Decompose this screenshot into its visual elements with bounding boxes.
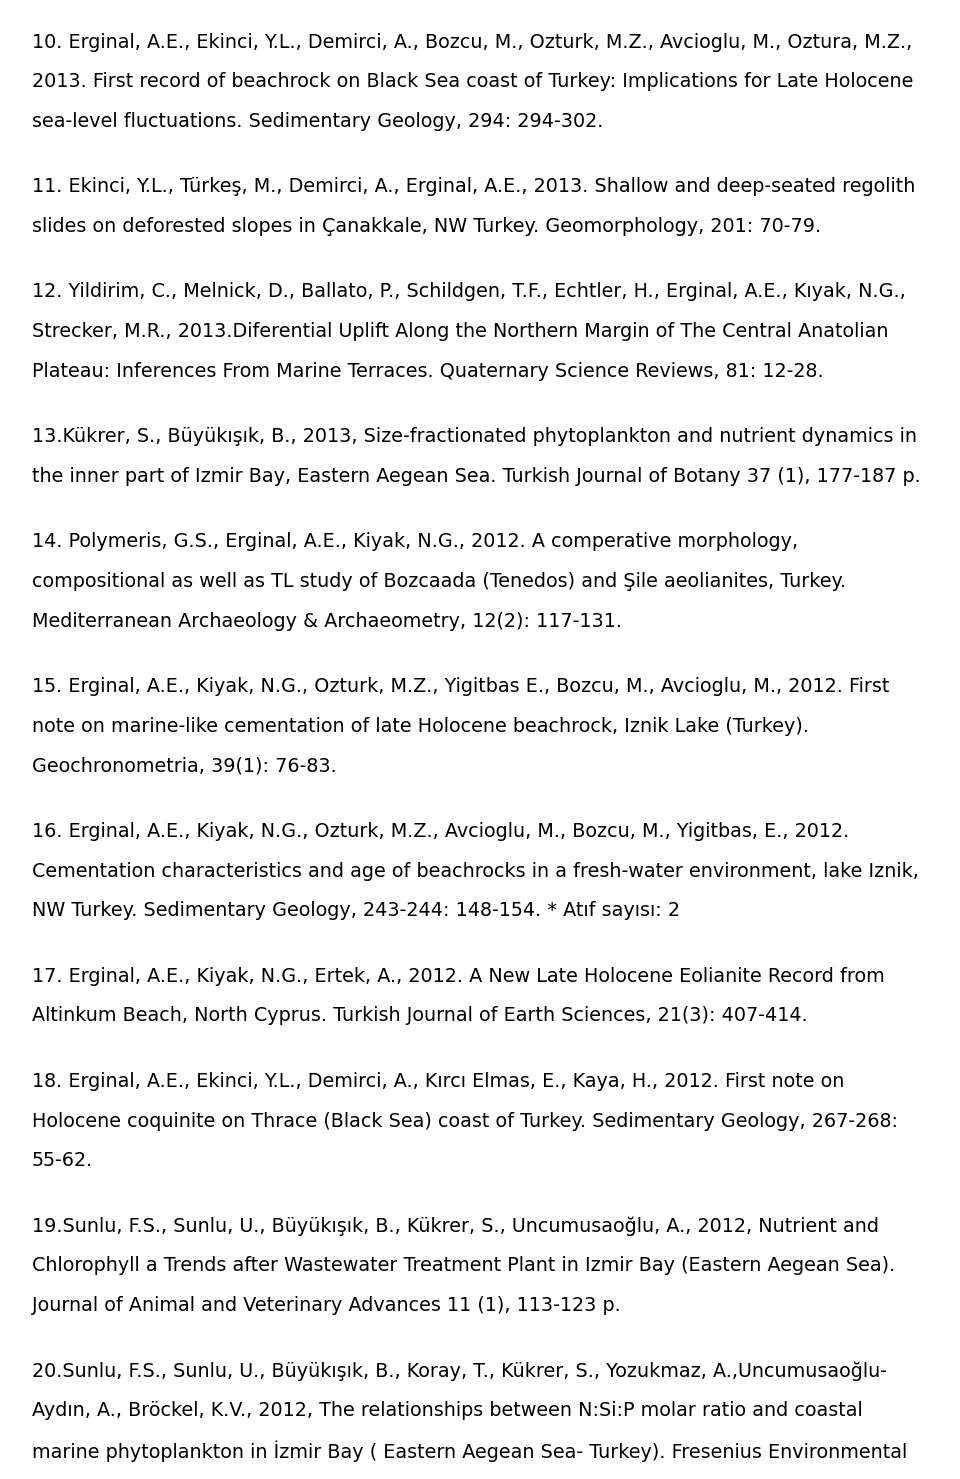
Text: compositional as well as TL study of Bozcaada (Tenedos) and Şile aeolianites, Tu: compositional as well as TL study of Boz…	[32, 572, 846, 592]
Text: Aydın, A., Bröckel, K.V., 2012, The relationships between N:Si:P molar ratio and: Aydın, A., Bröckel, K.V., 2012, The rela…	[32, 1401, 862, 1420]
Text: 17. Erginal, A.E., Kiyak, N.G., Ertek, A., 2012. A New Late Holocene Eolianite R: 17. Erginal, A.E., Kiyak, N.G., Ertek, A…	[32, 967, 884, 986]
Text: 16. Erginal, A.E., Kiyak, N.G., Ozturk, M.Z., Avcioglu, M., Bozcu, M., Yigitbas,: 16. Erginal, A.E., Kiyak, N.G., Ozturk, …	[32, 822, 849, 842]
Text: 55-62.: 55-62.	[32, 1151, 93, 1170]
Text: note on marine-like cementation of late Holocene beachrock, Iznik Lake (Turkey).: note on marine-like cementation of late …	[32, 717, 808, 737]
Text: Geochronometria, 39(1): 76-83.: Geochronometria, 39(1): 76-83.	[32, 757, 336, 775]
Text: 11. Ekinci, Y.L., Türkeş, M., Demirci, A., Erginal, A.E., 2013. Shallow and deep: 11. Ekinci, Y.L., Türkeş, M., Demirci, A…	[32, 177, 915, 197]
Text: 19.Sunlu, F.S., Sunlu, U., Büyükışık, B., Kükrer, S., Uncumusaoğlu, A., 2012, Nu: 19.Sunlu, F.S., Sunlu, U., Büyükışık, B.…	[32, 1217, 878, 1236]
Text: slides on deforested slopes in Çanakkale, NW Turkey. Geomorphology, 201: 70-79.: slides on deforested slopes in Çanakkale…	[32, 217, 821, 237]
Text: 18. Erginal, A.E., Ekinci, Y.L., Demirci, A., Kırcı Elmas, E., Kaya, H., 2012. F: 18. Erginal, A.E., Ekinci, Y.L., Demirci…	[32, 1072, 844, 1092]
Text: sea-level fluctuations. Sedimentary Geology, 294: 294-302.: sea-level fluctuations. Sedimentary Geol…	[32, 112, 603, 130]
Text: 10. Erginal, A.E., Ekinci, Y.L., Demirci, A., Bozcu, M., Ozturk, M.Z., Avcioglu,: 10. Erginal, A.E., Ekinci, Y.L., Demirci…	[32, 33, 912, 52]
Text: Journal of Animal and Veterinary Advances 11 (1), 113-123 p.: Journal of Animal and Veterinary Advance…	[32, 1296, 620, 1315]
Text: 14. Polymeris, G.S., Erginal, A.E., Kiyak, N.G., 2012. A comperative morphology,: 14. Polymeris, G.S., Erginal, A.E., Kiya…	[32, 532, 798, 552]
Text: Holocene coquinite on Thrace (Black Sea) coast of Turkey. Sedimentary Geology, 2: Holocene coquinite on Thrace (Black Sea)…	[32, 1112, 898, 1130]
Text: 20.Sunlu, F.S., Sunlu, U., Büyükışık, B., Koray, T., Kükrer, S., Yozukmaz, A.,Un: 20.Sunlu, F.S., Sunlu, U., Büyükışık, B.…	[32, 1362, 887, 1381]
Text: 12. Yildirim, C., Melnick, D., Ballato, P., Schildgen, T.F., Echtler, H., Ergina: 12. Yildirim, C., Melnick, D., Ballato, …	[32, 282, 905, 302]
Text: 13.Kükrer, S., Büyükışık, B., 2013, Size-fractionated phytoplankton and nutrient: 13.Kükrer, S., Büyükışık, B., 2013, Size…	[32, 427, 917, 447]
Text: Mediterranean Archaeology & Archaeometry, 12(2): 117-131.: Mediterranean Archaeology & Archaeometry…	[32, 612, 622, 630]
Text: NW Turkey. Sedimentary Geology, 243-244: 148-154. * Atıf sayısı: 2: NW Turkey. Sedimentary Geology, 243-244:…	[32, 901, 680, 920]
Text: the inner part of Izmir Bay, Eastern Aegean Sea. Turkish Journal of Botany 37 (1: the inner part of Izmir Bay, Eastern Aeg…	[32, 467, 921, 487]
Text: Cementation characteristics and age of beachrocks in a fresh-water environment, : Cementation characteristics and age of b…	[32, 862, 919, 880]
Text: Plateau: Inferences From Marine Terraces. Quaternary Science Reviews, 81: 12-28.: Plateau: Inferences From Marine Terraces…	[32, 362, 824, 380]
Text: Altinkum Beach, North Cyprus. Turkish Journal of Earth Sciences, 21(3): 407-414.: Altinkum Beach, North Cyprus. Turkish Jo…	[32, 1007, 807, 1025]
Text: 15. Erginal, A.E., Kiyak, N.G., Ozturk, M.Z., Yigitbas E., Bozcu, M., Avcioglu, : 15. Erginal, A.E., Kiyak, N.G., Ozturk, …	[32, 677, 889, 697]
Text: 2013. First record of beachrock on Black Sea coast of Turkey: Implications for L: 2013. First record of beachrock on Black…	[32, 72, 913, 92]
Text: Chlorophyll a Trends after Wastewater Treatment Plant in Izmir Bay (Eastern Aege: Chlorophyll a Trends after Wastewater Tr…	[32, 1257, 895, 1275]
Text: marine phytoplankton in İzmir Bay ( Eastern Aegean Sea- Turkey). Fresenius Envir: marine phytoplankton in İzmir Bay ( East…	[32, 1441, 907, 1463]
Text: Strecker, M.R., 2013.Diferential Uplift Along the Northern Margin of The Central: Strecker, M.R., 2013.Diferential Uplift …	[32, 322, 888, 342]
